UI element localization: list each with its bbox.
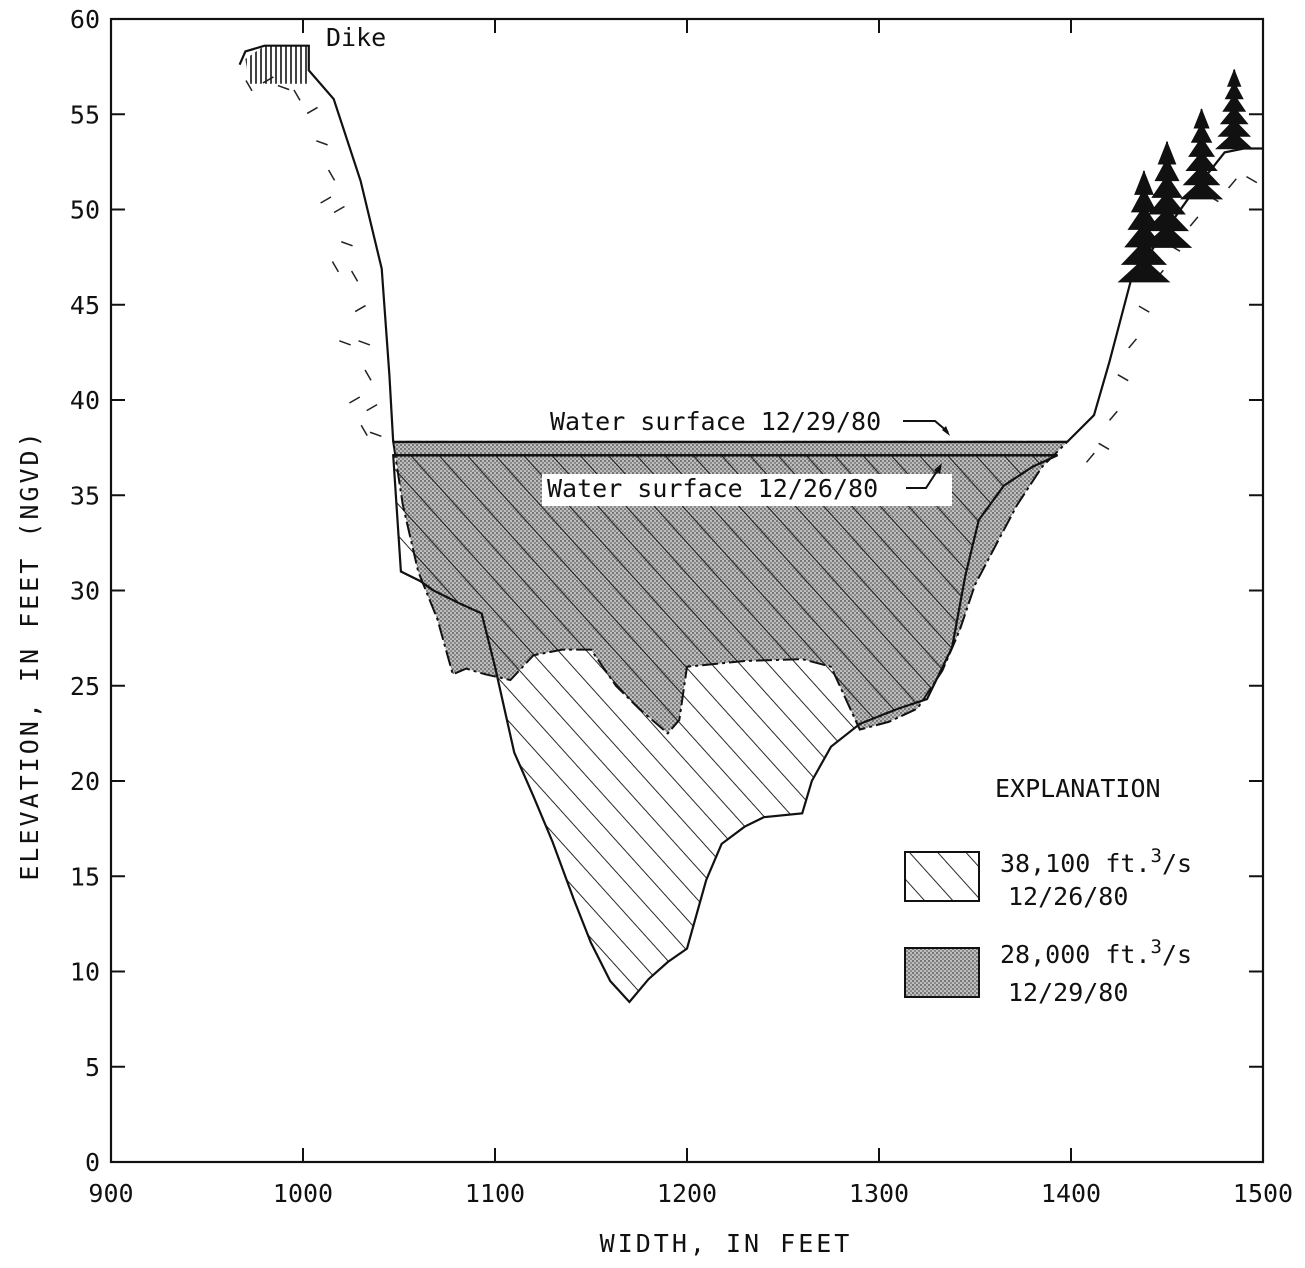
dike-shape: [245, 45, 309, 84]
y-tick-label: 30: [70, 577, 100, 606]
y-tick-label: 0: [85, 1148, 100, 1177]
x-tick-label: 900: [88, 1179, 133, 1208]
bank-soil-texture: [245, 76, 1258, 463]
x-tick-label: 1500: [1233, 1179, 1293, 1208]
legend-title: EXPLANATION: [995, 774, 1161, 803]
water-surface-1226-arrowhead: [934, 463, 942, 474]
x-tick-label: 1400: [1041, 1179, 1101, 1208]
left-bank-outline: [238, 44, 395, 442]
water-surface-1226-label-bg: [542, 474, 952, 506]
y-tick-label: 20: [70, 767, 100, 796]
x-tick-label: 1200: [657, 1179, 717, 1208]
area-12-26-80: [392, 454, 1059, 1004]
legend-entry-1-line2: 12/26/80: [1008, 882, 1128, 911]
y-axis-title: ELEVATION, IN FEET (NGVD): [15, 429, 44, 880]
y-tick-label: 15: [70, 862, 100, 891]
x-tick-label: 1300: [849, 1179, 909, 1208]
y-tick-label: 5: [85, 1053, 100, 1082]
water-surface-1229-arrowhead: [942, 426, 950, 436]
y-tick-label: 55: [70, 100, 100, 129]
y-tick-label: 60: [70, 5, 100, 34]
y-tick-label: 25: [70, 672, 100, 701]
water-surface-1229-arrow: [903, 420, 949, 433]
y-tick-label: 10: [70, 958, 100, 987]
plot-layer: [238, 44, 1263, 1004]
water-surface-1226-label: Water surface 12/26/80: [547, 474, 878, 503]
legend-swatch-hatch: [904, 851, 980, 902]
y-tick-label: 35: [70, 481, 100, 510]
x-tick-label: 1000: [273, 1179, 333, 1208]
legend: EXPLANATION 38,100 ft.3/s 12/26/80 28,00…: [904, 774, 1192, 1007]
x-axis-title: WIDTH, IN FEET: [600, 1229, 853, 1258]
x-axis: 900 1000 1100 1200 1300 1400 1500: [88, 19, 1293, 1208]
dike-label: Dike: [326, 23, 386, 52]
y-tick-label: 45: [70, 291, 100, 320]
water-surface-1229-label: Water surface 12/29/80: [550, 407, 881, 436]
legend-entry-1-line1: 38,100 ft.3/s: [1000, 845, 1192, 878]
legend-entry-2-line1: 28,000 ft.3/s: [1000, 936, 1192, 969]
x-tick-label: 1100: [465, 1179, 525, 1208]
trees: [1117, 68, 1254, 283]
y-tick-label: 40: [70, 386, 100, 415]
y-axis: 0 5 10 15 20 25 30 35 40 45 50 55 60: [70, 5, 1263, 1177]
legend-entry-2-line2: 12/29/80: [1008, 978, 1128, 1007]
water-surface-1226-arrow: [906, 467, 940, 489]
legend-swatch-stipple: [904, 947, 980, 998]
y-tick-label: 50: [70, 196, 100, 225]
